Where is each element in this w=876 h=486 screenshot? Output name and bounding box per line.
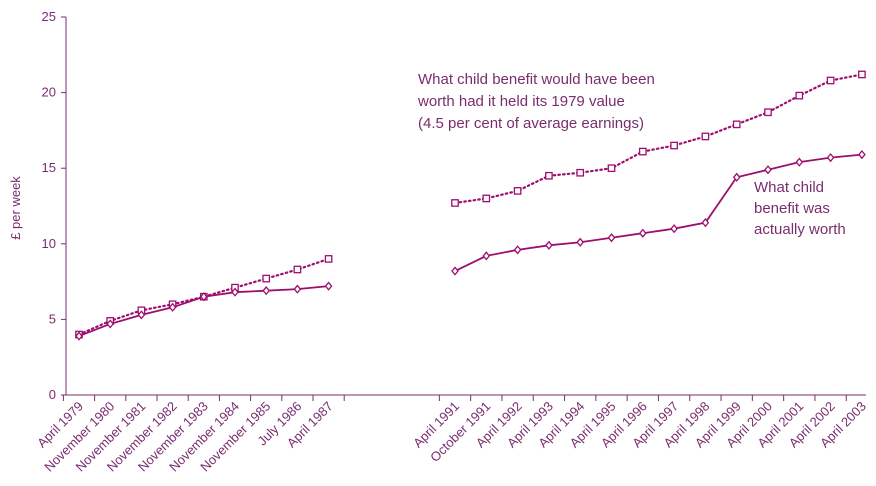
series-markers (75, 70, 866, 341)
series-1-point (262, 286, 271, 296)
y-tick-label: 20 (42, 85, 56, 100)
annotation-would-have-been-worth: What child benefit would have been worth … (417, 71, 655, 132)
series-1-point (732, 172, 741, 182)
annotation-line: What child benefit would have been (418, 71, 655, 88)
annotation-line: benefit was (754, 200, 830, 217)
series-0-point (513, 187, 522, 195)
series-1-point (576, 237, 585, 247)
series-0-point (826, 76, 835, 85)
series-1-point (451, 266, 459, 276)
series-0-point (324, 255, 333, 263)
series-1-point (106, 319, 115, 329)
series-lines (77, 73, 864, 337)
series-0-point (638, 147, 647, 156)
series-0-point (670, 141, 678, 150)
series-1-point (293, 284, 302, 294)
series-1-point (607, 233, 616, 243)
series-1-point (513, 245, 522, 255)
series-0-point (293, 265, 302, 274)
series-0-point (482, 194, 491, 203)
annotation-line: worth had it held its 1979 value (417, 93, 625, 110)
y-axis-label: £ per week (8, 176, 23, 240)
series-1-point (324, 281, 333, 291)
series-1-point (701, 218, 710, 228)
annotation-actually-worth: What child benefit was actually worth (754, 179, 846, 238)
series-1-point (75, 331, 83, 341)
series-0-point (451, 199, 459, 207)
series-1-line-segment-1 (454, 153, 862, 272)
series-1-point (199, 292, 208, 302)
series-1-point (670, 224, 678, 234)
series-0-line-segment-1 (453, 73, 864, 205)
series-0-point (795, 91, 804, 100)
series-1-point (168, 302, 177, 312)
series-1-point (231, 287, 239, 297)
series-1-point (638, 228, 647, 238)
annotation-line: actually worth (754, 221, 846, 238)
annotation-line: What child (754, 179, 824, 196)
series-1-point (795, 157, 804, 167)
series-1-point (858, 149, 866, 160)
series-0-point (701, 132, 710, 141)
axes (65, 17, 866, 396)
y-axis-ticks: 0 5 10 15 20 25 (42, 9, 66, 402)
series-0-point (607, 164, 616, 173)
y-tick-label: 5 (49, 311, 56, 326)
series-0-point (732, 120, 741, 129)
series-1-point (764, 165, 772, 175)
series-1-point (545, 240, 553, 250)
series-1-point (826, 153, 835, 163)
series-1-point (137, 310, 146, 320)
y-tick-label: 15 (42, 160, 56, 175)
series-0-point (576, 168, 585, 177)
series-1-point (482, 251, 491, 261)
series-0-point (545, 171, 553, 180)
y-tick-label: 25 (42, 9, 56, 24)
series-0-point (858, 70, 866, 79)
y-tick-label: 0 (49, 387, 56, 402)
annotation-line: (4.5 per cent of average earnings) (418, 115, 644, 132)
y-tick-label: 10 (42, 236, 56, 251)
series-0-point (764, 108, 772, 117)
series-0-point (262, 274, 271, 283)
